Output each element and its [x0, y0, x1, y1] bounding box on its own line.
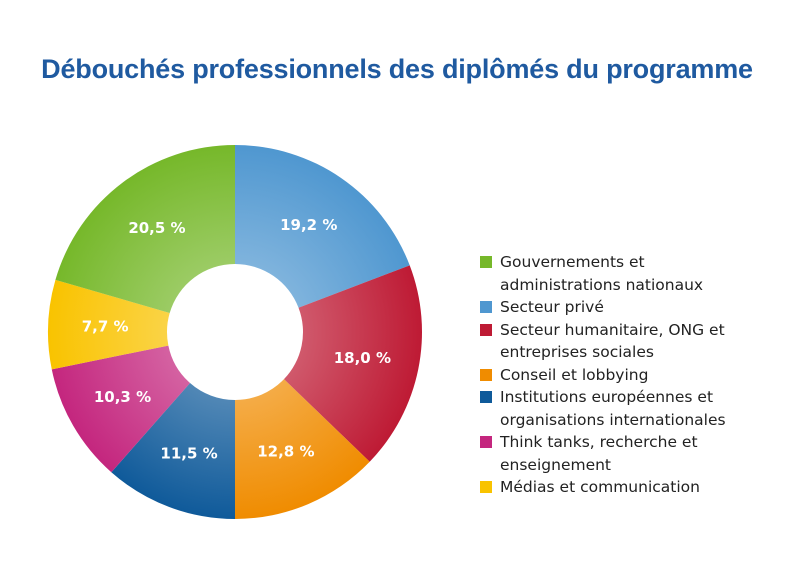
slice-label-1: 20,5 % [128, 219, 185, 237]
chart-title: Débouchés professionnels des diplômés du… [41, 54, 753, 84]
slice-2 [235, 145, 410, 308]
slice-4 [235, 379, 370, 519]
slice-label-4: 12,8 % [257, 443, 314, 461]
legend-item-1: Gouvernements et administrations nationau… [480, 251, 780, 296]
slice-3 [283, 265, 423, 462]
legend-item-7: Médias et communication [480, 476, 780, 499]
slice-label-6: 10,3 % [94, 388, 151, 406]
slice-7 [48, 279, 170, 370]
legend-label-1: Gouvernements et administrations nationau… [500, 253, 704, 294]
legend-swatch-2 [480, 301, 492, 313]
legend-item-5: Institutions européennes et organisations… [480, 386, 780, 431]
legend-label-4: Conseil et lobbying [500, 365, 649, 384]
legend-item-2: Secteur privé [480, 296, 780, 319]
legend-item-3: Secteur humanitaire, ONG et entreprises s… [480, 319, 780, 364]
legend-label-7: Médias et communication [500, 478, 700, 496]
slice-6 [51, 345, 191, 473]
legend-swatch-7 [480, 481, 492, 493]
legend-swatch-5 [480, 391, 492, 403]
legend-label-5: Institutions européennes et organisations… [500, 388, 726, 429]
legend-item-6: Think tanks, recherche et enseignement [480, 431, 780, 476]
legend-swatch-6 [480, 436, 492, 448]
slice-label-7: 7,7 % [82, 318, 129, 336]
legend-item-4: Conseil et lobbying [480, 364, 780, 387]
legend-label-6: Think tanks, recherche et enseignement [500, 433, 698, 474]
legend-label-3: Secteur humanitaire, ONG et entreprises s… [500, 320, 725, 362]
legend-swatch-1 [480, 256, 492, 268]
slice-5 [111, 383, 235, 519]
slice-1 [55, 145, 235, 314]
legend: Gouvernements et administrations nationau… [480, 251, 780, 499]
legend-swatch-4 [480, 368, 492, 381]
legend-label-2: Secteur privé [500, 298, 604, 316]
legend-swatch-3 [480, 323, 492, 336]
slice-label-3: 18,0 % [334, 349, 391, 367]
slice-label-5: 11,5 % [160, 445, 217, 463]
slice-label-2: 19,2 % [280, 216, 337, 234]
